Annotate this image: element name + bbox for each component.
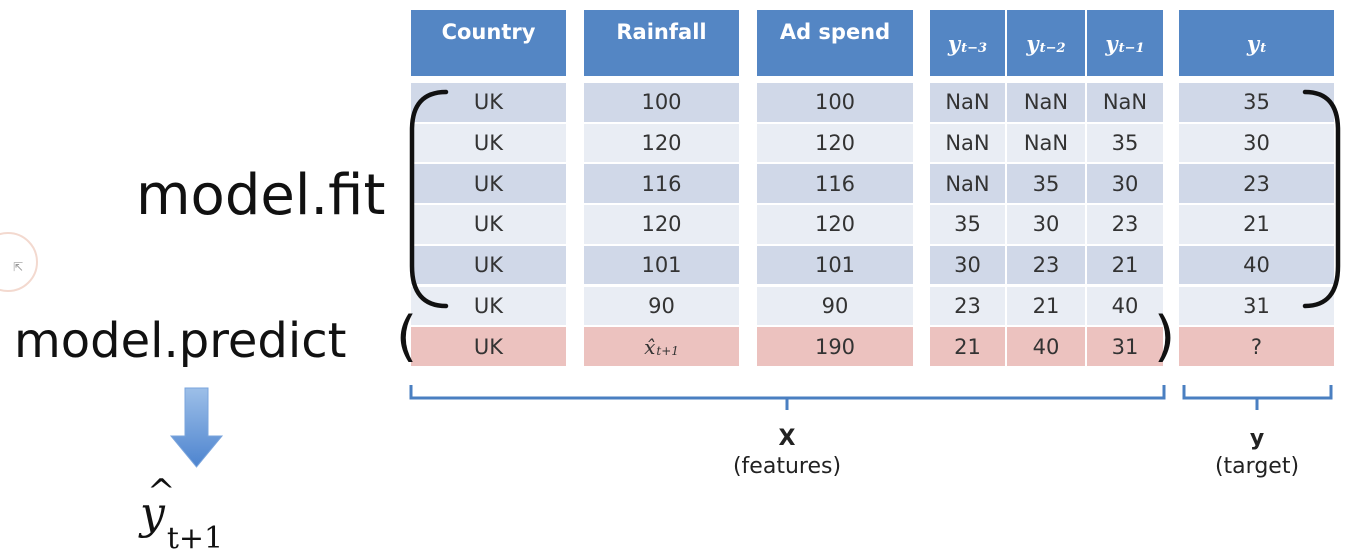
output-subscript: t+1	[166, 520, 224, 556]
table-cell-adspend: 90	[757, 286, 913, 326]
close-paren: )	[1154, 305, 1176, 368]
model-predict-label: model.predict	[14, 313, 347, 369]
table-cell-y1: 30	[1087, 164, 1163, 204]
output-base: y	[140, 488, 165, 539]
table-cell-yt: 35	[1179, 83, 1334, 122]
table-cell-y1: 40	[1087, 286, 1163, 326]
symbol-base: x̂	[644, 334, 656, 359]
table-cell-y1: NaN	[1087, 83, 1163, 122]
x-subtitle: (features)	[732, 453, 842, 479]
table-cell-y1: 23	[1087, 205, 1163, 244]
table-cell-rainfall: 101	[584, 245, 739, 285]
predict-cell-y2: 40	[1007, 327, 1085, 366]
table-cell-rainfall: 120	[584, 123, 739, 163]
y-target-brace	[1182, 385, 1333, 410]
symbol-subscript: t−1	[1118, 40, 1145, 56]
header-y3: y t−3	[930, 10, 1005, 76]
table-cell-adspend: 100	[757, 83, 913, 122]
table-cell-adspend: 101	[757, 245, 913, 285]
table-cell-y3: 23	[930, 286, 1005, 326]
predict-cell-rainfall: x̂ t+1	[584, 327, 739, 366]
symbol-subscript: t−3	[961, 40, 988, 56]
header-y2: y t−2	[1007, 10, 1085, 76]
table-cell-yt: 23	[1179, 164, 1334, 204]
table-cell-country: UK	[411, 83, 566, 122]
predict-cell-y3: 21	[930, 327, 1005, 366]
header-y1: y t−1	[1087, 10, 1163, 76]
table-cell-rainfall: 116	[584, 164, 739, 204]
table-cell-y1: 35	[1087, 123, 1163, 163]
table-cell-y2: NaN	[1007, 123, 1085, 163]
symbol-subscript: t−2	[1039, 40, 1066, 56]
table-cell-y2: NaN	[1007, 83, 1085, 122]
table-cell-yt: 21	[1179, 205, 1334, 244]
model-fit-label: model.fit	[136, 163, 386, 228]
y-title: y	[1249, 426, 1265, 451]
table-cell-yt: 40	[1179, 245, 1334, 285]
table-cell-y1: 21	[1087, 245, 1163, 285]
symbol-base: y	[947, 30, 961, 56]
predict-cell-adspend: 190	[757, 327, 913, 366]
table-cell-country: UK	[411, 286, 566, 326]
table-cell-country: UK	[411, 164, 566, 204]
prediction-output: y ^ t+1	[140, 472, 223, 556]
symbol-subscript: t	[1260, 40, 1267, 56]
table-cell-country: UK	[411, 123, 566, 163]
table-cell-adspend: 120	[757, 205, 913, 244]
header-adspend: Ad spend	[757, 10, 913, 76]
open-paren: (	[396, 305, 418, 368]
table-cell-adspend: 120	[757, 123, 913, 163]
predict-cell-yt: ?	[1179, 327, 1334, 366]
down-arrow-icon	[169, 387, 224, 468]
table-cell-yt: 30	[1179, 123, 1334, 163]
x-title: X	[778, 426, 796, 451]
hat-accent: ^	[147, 472, 176, 512]
table-cell-y3: NaN	[930, 164, 1005, 204]
table-cell-country: UK	[411, 245, 566, 285]
x-features-label: X (features)	[707, 425, 867, 480]
table-cell-yt: 31	[1179, 286, 1334, 326]
table-cell-adspend: 116	[757, 164, 913, 204]
table-cell-y2: 35	[1007, 164, 1085, 204]
table-cell-y2: 23	[1007, 245, 1085, 285]
table-cell-rainfall: 90	[584, 286, 739, 326]
symbol-base: y	[1026, 30, 1039, 56]
symbol-subscript: t+1	[656, 343, 679, 358]
table-cell-rainfall: 120	[584, 205, 739, 244]
table-cell-country: UK	[411, 205, 566, 244]
symbol-base: y	[1246, 30, 1260, 56]
table-cell-y2: 21	[1007, 286, 1085, 326]
predict-cell-y1: 31	[1087, 327, 1163, 366]
table-cell-y3: NaN	[930, 83, 1005, 122]
symbol-base: y	[1105, 30, 1118, 56]
y-subtitle: (target)	[1214, 453, 1300, 479]
table-cell-rainfall: 100	[584, 83, 739, 122]
table-cell-y3: NaN	[930, 123, 1005, 163]
table-cell-y3: 30	[930, 245, 1005, 285]
predict-cell-country: UK	[411, 327, 566, 366]
x-features-brace	[409, 385, 1166, 410]
table-cell-y2: 30	[1007, 205, 1085, 244]
header-country: Country	[411, 10, 566, 76]
y-target-label: y (target)	[1187, 425, 1327, 480]
table-cell-y3: 35	[930, 205, 1005, 244]
mouse-pointer-icon: ⇱	[13, 260, 24, 274]
header-rainfall: Rainfall	[584, 10, 739, 76]
